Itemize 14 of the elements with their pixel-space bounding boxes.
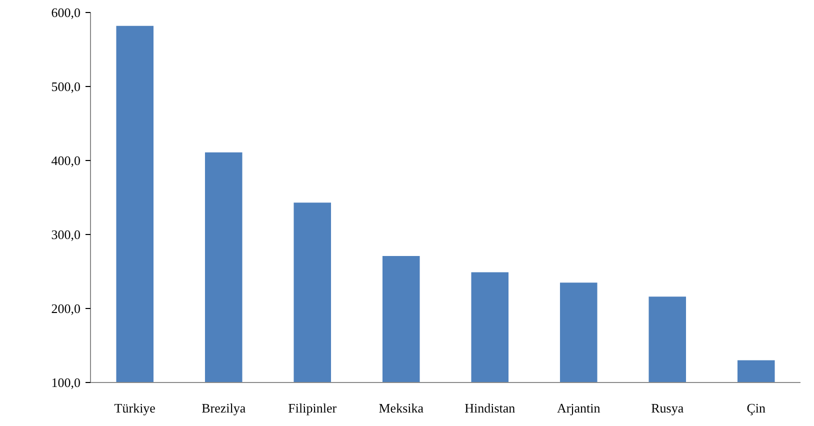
y-tick-label: 200,0 — [51, 301, 80, 316]
y-tick-label: 300,0 — [51, 227, 80, 242]
x-tick-label: Arjantin — [556, 400, 601, 416]
y-tick-label: 100,0 — [51, 375, 80, 390]
x-tick-label: Filipinler — [288, 400, 338, 416]
x-tick-label: Hindistan — [464, 400, 516, 416]
x-tick-label: Türkiye — [114, 400, 156, 416]
y-tick-label: 600,0 — [51, 5, 80, 20]
x-tick-label: Çin — [746, 400, 766, 416]
x-tick-label: Brezilya — [202, 400, 246, 416]
y-tick-label: 400,0 — [51, 153, 80, 168]
x-tick-label: Rusya — [651, 400, 684, 416]
y-tick-label: 500,0 — [51, 79, 80, 94]
x-tick-label: Meksika — [378, 400, 424, 416]
